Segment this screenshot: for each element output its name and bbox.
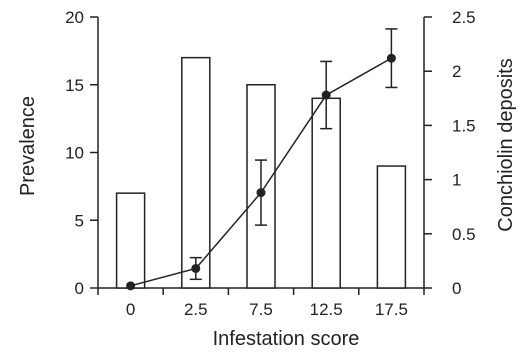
data-point — [386, 53, 396, 63]
line-series — [126, 28, 398, 291]
left-y-tick-label: 10 — [65, 144, 84, 163]
bar — [376, 165, 407, 289]
x-tick-label: 12.5 — [310, 300, 343, 319]
right-y-tick-label: 0.5 — [452, 225, 476, 244]
data-point — [191, 263, 201, 273]
bar — [115, 192, 146, 289]
x-axis-title: Infestation score — [213, 328, 360, 350]
left-y-tick-label: 0 — [75, 279, 84, 298]
tick-labels: 0 5 10 15 20 0 0.5 1 1.5 2 2.5 0 2.5 7.5 12.5 17.5 — [65, 8, 476, 319]
x-tick-label: 7.5 — [249, 300, 273, 319]
bar — [311, 97, 341, 289]
bar — [181, 56, 211, 289]
x-tick-label: 0 — [126, 300, 135, 319]
left-y-tick-label: 5 — [75, 211, 84, 230]
left-y-tick-label: 20 — [65, 8, 84, 27]
right-y-tick-label: 1 — [452, 171, 461, 190]
data-point — [126, 281, 136, 291]
right-y-tick-label: 0 — [452, 279, 461, 298]
left-y-axis-title: Prevalence — [17, 96, 39, 196]
left-y-tick-label: 15 — [65, 76, 84, 95]
x-tick-label: 17.5 — [375, 300, 408, 319]
x-tick-label: 2.5 — [184, 300, 208, 319]
right-y-tick-label: 1.5 — [452, 116, 476, 135]
data-point — [321, 90, 331, 100]
right-y-axis-title: Conchiolin deposits — [495, 58, 517, 231]
data-point — [256, 188, 266, 198]
right-y-tick-label: 2.5 — [452, 8, 476, 27]
right-y-tick-label: 2 — [452, 62, 461, 81]
